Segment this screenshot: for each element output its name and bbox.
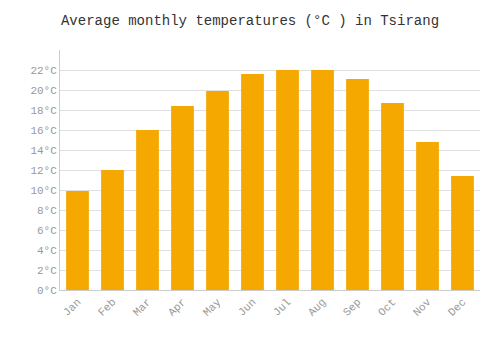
svg-text:May: May (201, 296, 224, 319)
svg-text:2°C: 2°C (37, 265, 57, 277)
svg-text:Aug: Aug (306, 296, 328, 318)
svg-text:Apr: Apr (166, 296, 188, 318)
svg-text:10°C: 10°C (30, 185, 57, 197)
svg-text:6°C: 6°C (37, 225, 57, 237)
svg-text:Feb: Feb (96, 296, 118, 318)
svg-text:18°C: 18°C (30, 105, 57, 117)
svg-text:8°C: 8°C (37, 205, 57, 217)
svg-text:Average monthly temperatures (: Average monthly temperatures (°C ) in Ts… (61, 13, 439, 29)
svg-text:20°C: 20°C (30, 85, 57, 97)
svg-text:0°C: 0°C (37, 285, 57, 297)
svg-text:Jun: Jun (236, 296, 258, 318)
svg-text:Nov: Nov (411, 296, 434, 319)
svg-text:Jan: Jan (61, 296, 83, 318)
svg-text:22°C: 22°C (30, 65, 57, 77)
svg-text:Mar: Mar (131, 296, 153, 318)
svg-text:Sep: Sep (341, 296, 363, 318)
svg-text:Oct: Oct (376, 296, 398, 318)
svg-text:16°C: 16°C (30, 125, 57, 137)
svg-text:12°C: 12°C (30, 165, 57, 177)
svg-text:14°C: 14°C (30, 145, 57, 157)
svg-text:Jul: Jul (271, 296, 293, 318)
svg-text:Dec: Dec (446, 296, 468, 318)
svg-text:4°C: 4°C (37, 245, 57, 257)
